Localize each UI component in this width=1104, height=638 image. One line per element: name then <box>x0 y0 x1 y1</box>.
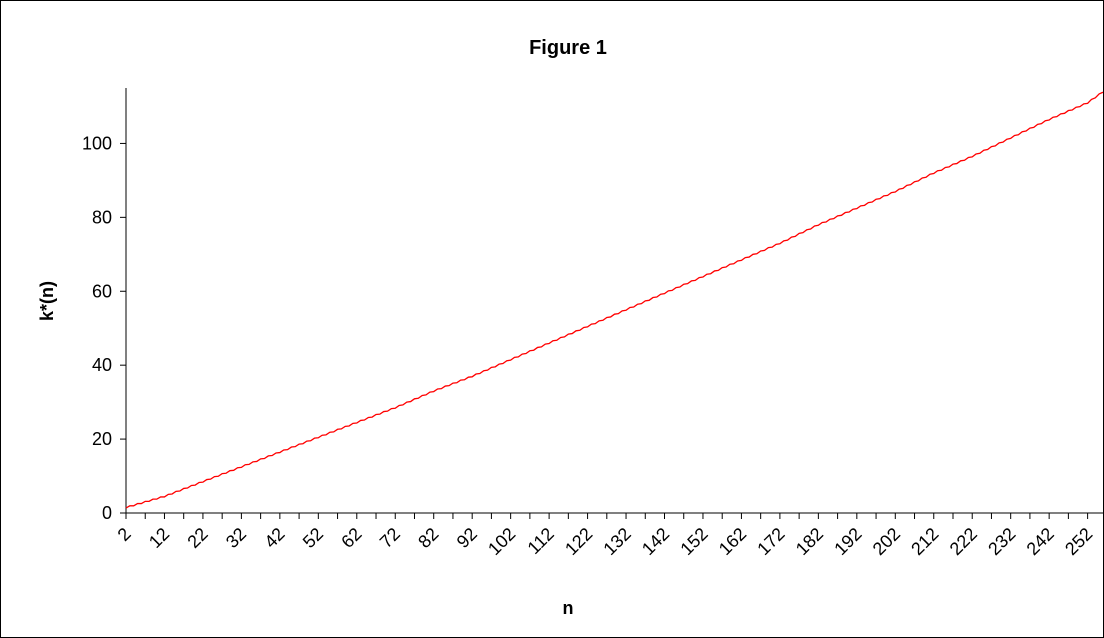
x-tick-label: 72 <box>376 524 404 552</box>
x-tick-label: 92 <box>453 524 481 552</box>
x-tick-label: 22 <box>183 524 211 552</box>
plot-area <box>125 91 1103 509</box>
y-tick-label: 60 <box>92 281 112 301</box>
x-tick-label: 112 <box>524 524 558 558</box>
y-tick-label: 0 <box>102 503 112 523</box>
x-tick-label: 182 <box>792 524 827 559</box>
x-axis-title: n <box>563 598 574 618</box>
x-tick-label: 152 <box>676 524 711 559</box>
x-tick-label: 2 <box>114 524 135 545</box>
y-axis: 0 20 40 60 80 100 <box>82 88 127 523</box>
x-tick-label: 222 <box>946 524 981 559</box>
x-tick-label: 132 <box>599 524 634 559</box>
y-tick-label: 100 <box>82 133 112 153</box>
series-line-0 <box>125 91 1103 509</box>
x-tick-label: 162 <box>715 524 750 559</box>
x-axis: 2 12 22 32 42 52 62 72 82 92 102 112 122 132 142 152 162… <box>114 512 1103 559</box>
x-tick-label: 32 <box>222 524 250 552</box>
x-tick-label: 252 <box>1061 524 1096 559</box>
x-tick-label: 82 <box>414 524 442 552</box>
x-tick-label: 192 <box>830 524 865 559</box>
chart-title: Figure 1 <box>529 37 607 59</box>
y-axis-title: k*(n) <box>37 281 57 321</box>
x-tick-label: 122 <box>561 524 596 559</box>
y-tick-label: 40 <box>92 355 112 375</box>
x-tick-label: 232 <box>984 524 1019 559</box>
x-tick-label: 42 <box>260 524 288 552</box>
x-tick-label: 242 <box>1023 524 1058 559</box>
y-tick-label: 80 <box>92 207 112 227</box>
x-tick-label: 12 <box>145 524 173 552</box>
x-tick-label: 62 <box>337 524 365 552</box>
x-tick-label: 172 <box>753 524 788 559</box>
x-tick-label: 202 <box>869 524 904 559</box>
x-tick-label: 52 <box>299 524 327 552</box>
x-tick-label: 102 <box>484 524 519 559</box>
x-tick-label: 212 <box>907 524 942 559</box>
y-tick-label: 20 <box>92 429 112 449</box>
x-tick-label: 142 <box>638 524 673 559</box>
